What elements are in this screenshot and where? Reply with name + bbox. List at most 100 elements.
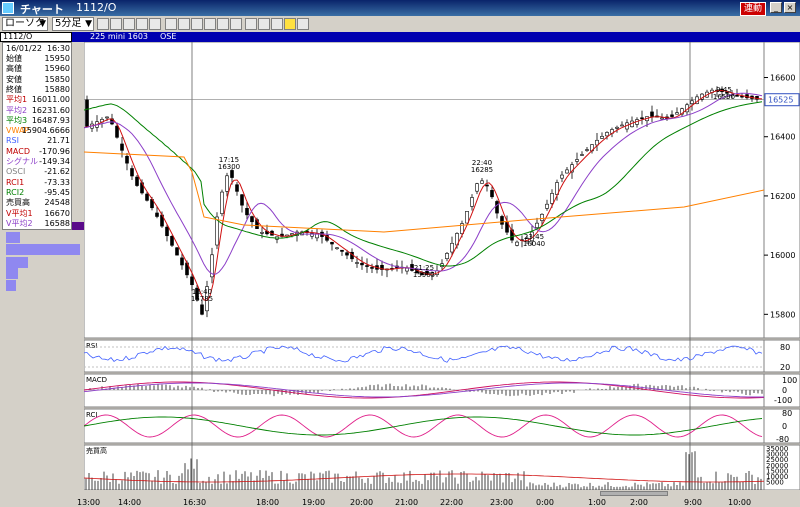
macd-label: MACD [86,376,107,384]
candle-body [345,252,349,256]
panel-row-label: 平均3 [6,115,28,125]
panel-row-value: 21.71 [47,136,70,146]
layout-icon[interactable] [230,18,242,30]
panel-row: MACD -170.96 [6,147,70,157]
panel-row-label: 高値 [6,64,22,74]
panel-row: 終値 15880 [6,85,70,95]
hide-icon[interactable] [297,18,309,30]
volume-tick-label: 35000 [766,445,788,453]
search-icon[interactable] [284,18,296,30]
current-price-label: 16525 [768,96,793,105]
panel-row-value: 15950 [44,54,70,63]
panel-row: 平均3 16487.93 [6,116,70,126]
annotation-time: 9:45 [716,86,732,94]
price-pane [83,41,765,339]
time-label: 21:00 [395,498,419,507]
candle-body [600,136,604,139]
trend-line-icon[interactable] [165,18,177,30]
scrollbar-thumb[interactable] [600,491,668,496]
candle-body [650,111,654,117]
close-icon[interactable]: × [784,2,796,13]
panel-row: RCI2 -95.45 [6,188,70,198]
chevron-down-icon: ▼ [39,19,46,29]
panel-row-value: 15880 [44,84,70,94]
panel-row: 平均2 16231.60 [6,106,70,116]
macd-tick-label: -100 [774,396,792,405]
panel-row-label: 安値 [6,74,22,84]
candle-body [230,170,234,178]
zoom-out-icon[interactable] [178,18,190,30]
candle-body [315,233,319,239]
volume-profile-bar [6,232,20,243]
annotation-price: 16300 [218,163,240,171]
candle-body [355,262,359,264]
panel-row-value: 15850 [44,74,70,84]
time-label: 13:00 [77,498,101,507]
interval-select[interactable]: 5分足 ▼ [52,17,94,31]
bar-chart-icon[interactable] [123,18,135,30]
rci-label: RCI [86,411,97,419]
candle-body [605,132,609,137]
volume-profile-bar [6,244,80,255]
volume-ma1-line [83,473,765,483]
chart-area[interactable]: 16600 16400 16200 16000 15800 16525 17:15 16300… [83,41,800,491]
candle-body [215,216,219,246]
eraser-icon[interactable] [258,18,270,30]
range-icon[interactable] [204,18,216,30]
time-label: 9:00 [684,498,702,507]
candle-body [660,117,664,120]
candle-body [690,100,694,104]
volume-tick-label: 15000 [766,467,788,475]
zoom-in-icon[interactable] [191,18,203,30]
toolbar: ローソク ▼ 5分足 ▼ [0,16,800,33]
line-chart-icon[interactable] [110,18,122,30]
panel-row: V平均2 16588 [6,219,70,229]
volume-icon[interactable] [136,18,148,30]
panel-row-label: OSCI [6,167,26,177]
symbol-input[interactable]: 1112/O [0,32,72,42]
contract-name: 225 mini 1603 [90,32,149,41]
candle-body [260,232,264,234]
candle-body [365,265,369,267]
annotation-time: 22:40 [472,159,492,167]
panel-date: 16/01/22 [6,44,42,53]
annotation-price: 15905 [413,271,435,279]
candle-body [585,149,589,151]
grid-icon[interactable] [149,18,161,30]
candle-body [240,194,244,206]
candle-body [445,253,449,259]
window-title: チャート [20,3,64,16]
volume-profile-bar [6,268,18,279]
candle-body [515,241,519,246]
candle-body [465,211,469,224]
candle-body [580,154,584,156]
macd-line [83,381,765,399]
candle-body [165,226,169,237]
info-bar: 225 mini 1603 OSE [0,32,800,42]
link-badge[interactable]: 連動 [740,2,767,16]
volume-tick-label: 30000 [766,451,788,459]
rsi-tick-label: 80 [780,343,790,352]
candle-body [235,184,239,192]
macd-pane-axis [763,373,800,408]
panel-row-label: V平均2 [6,218,33,228]
annotation-time: 16:40 [192,288,212,296]
rci-tick-label: 0 [782,422,787,431]
annotation-price: 16040 [523,240,545,248]
candle-body [125,155,129,164]
settings-icon[interactable] [217,18,229,30]
time-label: 19:00 [302,498,326,507]
minimize-icon[interactable]: _ [770,2,782,13]
pencil-icon[interactable] [245,18,257,30]
candle-body [675,112,679,115]
panel-row-value: -73.33 [44,177,70,187]
candle-chart-icon[interactable] [97,18,109,30]
panel-row-label: 始値 [6,54,22,63]
print-icon[interactable] [271,18,283,30]
volume-tick-label: 10000 [766,473,788,481]
volume-profile-bar [6,257,28,268]
rsi-line [83,345,763,363]
panel-row-value: 24548 [44,198,70,208]
panel-row: RSI 21.71 [6,136,70,146]
chart-type-select[interactable]: ローソク ▼ [2,17,48,31]
